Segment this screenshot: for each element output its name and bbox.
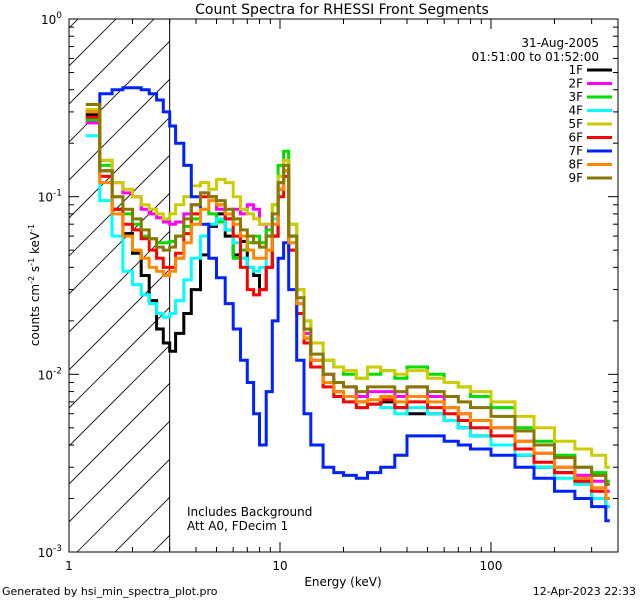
timestamp-label: 12-Apr-2023 22:33 <box>533 585 636 598</box>
series-group <box>85 86 610 523</box>
chart-title: Count Spectra for RHESSI Front Segments <box>195 2 489 18</box>
hatch-line <box>69 192 170 295</box>
x-tick-label: 10 <box>272 559 287 573</box>
series-8F <box>85 110 610 500</box>
date-label: 31-Aug-2005 <box>521 36 599 50</box>
legend-label-8F: 8F <box>568 158 583 172</box>
axis-ticks <box>68 18 619 553</box>
hatch-line <box>69 154 170 257</box>
x-axis-label: Energy (keV) <box>304 575 381 589</box>
hatch-line <box>69 19 117 67</box>
series-9F <box>85 103 610 486</box>
note-attenuator: Att A0, FDecim 1 <box>187 519 288 533</box>
y-tick-label: 10-3 <box>38 544 62 560</box>
legend-label-7F: 7F <box>568 144 583 158</box>
y-tick-label: 10-1 <box>38 189 62 205</box>
y-tick-labels: 100 10-1 10-2 10-3 <box>38 11 63 560</box>
x-tick-label: 1 <box>65 559 73 573</box>
x-tick-labels: 1 10 100 <box>65 559 502 573</box>
legend-label-6F: 6F <box>568 131 583 145</box>
legend-label-4F: 4F <box>568 104 583 118</box>
hatch-line <box>69 420 170 523</box>
hatched-region <box>69 19 171 552</box>
x-tick-label: 100 <box>480 559 503 573</box>
hatch-line <box>69 382 170 485</box>
time-range-label: 01:51:00 to 01:52:00 <box>472 50 599 64</box>
generated-by-label: Generated by hsi_min_spectra_plot.pro <box>2 585 218 598</box>
legend-label-3F: 3F <box>568 90 583 104</box>
hatch-line <box>69 230 170 333</box>
series-7F <box>85 86 610 523</box>
legend-label-5F: 5F <box>568 117 583 131</box>
hatch-line <box>69 40 170 143</box>
legend-label-9F: 9F <box>568 171 583 185</box>
y-tick-label: 10-2 <box>38 366 62 382</box>
legend-label-2F: 2F <box>568 77 583 91</box>
legend-label-1F: 1F <box>568 63 583 77</box>
hatch-line <box>69 19 155 105</box>
y-tick-label: 100 <box>41 11 62 27</box>
y-axis-label: counts cm-2 s-1 keV-1 <box>27 224 42 346</box>
note-background: Includes Background <box>187 505 312 519</box>
